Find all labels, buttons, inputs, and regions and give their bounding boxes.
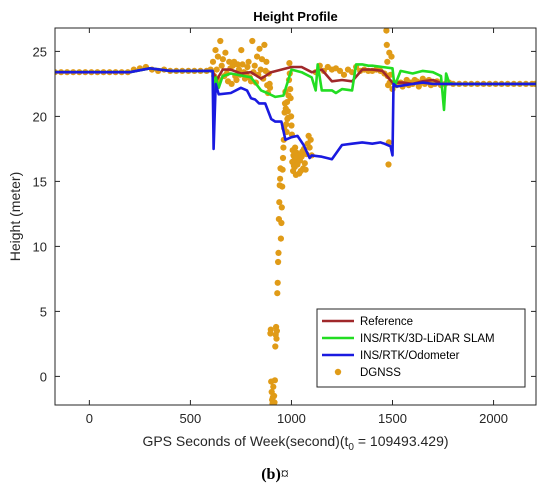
data-point-dgnss [383,41,390,49]
height-profile-chart: Height Profile Height (meter) GPS Second… [7,9,537,453]
data-point-dgnss [279,154,287,162]
data-point-dgnss [209,58,217,65]
data-point-dgnss [234,61,241,68]
data-point-dgnss [274,279,281,286]
data-point-dgnss [302,166,309,173]
data-point-dgnss [238,47,245,54]
data-point-dgnss [277,235,284,242]
data-point-dgnss [226,58,233,65]
y-tick-label: 15 [33,174,47,189]
data-point-dgnss [222,49,229,56]
caption-trailing-mark: ¤ [280,466,289,483]
data-point-dgnss [276,199,283,206]
data-point-dgnss [217,37,224,45]
data-point-dgnss [249,37,256,45]
data-series-group [55,28,536,405]
axes: 0 500 1000 1500 2000 0 5 10 15 20 25 [33,27,537,426]
y-tick-label: 5 [40,304,47,319]
legend-swatch-dgnss [334,368,342,376]
data-point-dgnss [287,95,294,102]
x-tick-label: 1000 [277,411,306,426]
data-point-dgnss [278,204,285,211]
data-point-dgnss [306,144,313,151]
series-dgnss-points [55,28,536,405]
caption-label: (b) [261,466,281,483]
legend: Reference INS/RTK/3D-LiDAR SLAM INS/RTK/Od… [316,308,526,388]
x-tick-label: 0 [86,411,93,426]
data-point-dgnss [271,399,278,405]
x-tick-label: 500 [180,411,202,426]
data-point-dgnss [261,41,268,49]
data-point-dgnss [292,144,299,151]
legend-label-ins-rtk-3d-lidar-slam: INS/RTK/3D-LiDAR SLAM [360,333,495,345]
data-point-dgnss [214,53,221,60]
data-point-dgnss [288,113,295,120]
data-point-dgnss [283,99,291,106]
y-tick-label: 10 [33,239,47,254]
y-tick-label: 0 [40,369,47,384]
legend-label-reference: Reference [360,316,413,328]
data-point-dgnss [279,183,286,190]
data-point-dgnss [244,63,251,71]
y-axis-label-group: Height (meter) [7,172,23,261]
data-point-dgnss [279,166,286,173]
x-axis-label-subscript: 0 [348,442,354,453]
data-point-dgnss [274,290,281,297]
legend-label-dgnss: DGNSS [360,367,401,379]
data-point-dgnss [384,58,391,65]
figure-caption: (b)¤ [0,466,550,490]
data-point-dgnss [288,122,295,129]
data-point-dgnss [213,66,220,73]
legend-label-ins-rtk-odometer: INS/RTK/Odometer [360,350,460,362]
data-point-dgnss [340,71,348,78]
data-point-dgnss [256,45,263,52]
data-point-dgnss [273,335,280,342]
data-point-dgnss [251,62,258,69]
x-tick-label: 2000 [479,411,508,426]
x-axis-label: GPS Seconds of Week(second)(t0 = 109493.… [142,433,448,453]
data-point-dgnss [273,327,280,334]
data-point-dgnss [388,53,395,60]
data-point-dgnss [385,161,392,168]
y-tick-label: 20 [33,109,47,124]
data-point-dgnss [275,258,282,266]
data-point-dgnss [298,153,305,160]
x-axis-label-tail: = 109493.429) [354,433,449,449]
y-axis-label: Height (meter) [7,172,23,261]
data-point-dgnss [275,249,282,256]
data-point-dgnss [266,84,274,91]
x-tick-label: 1500 [378,411,407,426]
data-point-dgnss [245,58,252,65]
data-point-dgnss [277,175,284,182]
data-point-dgnss [284,108,291,115]
data-point-dgnss [218,62,225,69]
data-point-dgnss [287,86,294,93]
data-point-dgnss [270,383,277,390]
data-point-dgnss [278,219,285,227]
chart-title: Height Profile [253,9,338,24]
data-point-dgnss [228,80,235,87]
series-line-ins-rtk-odometer [55,67,536,161]
y-tick-label: 25 [33,44,47,59]
data-point-dgnss [254,53,261,60]
x-axis-label-main: GPS Seconds of Week(second)(t [142,433,348,449]
plot-frame [54,27,537,406]
data-point-dgnss [336,67,344,74]
data-point-dgnss [272,343,279,350]
data-point-dgnss [283,121,290,128]
data-point-dgnss [271,392,278,399]
data-point-dgnss [233,76,240,84]
data-point-dgnss [239,61,246,68]
data-point-dgnss [219,56,226,63]
data-point-dgnss [212,47,219,54]
data-point-dgnss [263,58,270,65]
data-point-dgnss [267,326,274,333]
data-point-dgnss [280,144,287,151]
data-point-dgnss [286,60,293,67]
data-point-dgnss [307,136,314,143]
data-point-dgnss [257,66,264,73]
data-point-dgnss [383,28,390,34]
data-point-dgnss [301,160,308,167]
data-point-dgnss [271,377,278,384]
